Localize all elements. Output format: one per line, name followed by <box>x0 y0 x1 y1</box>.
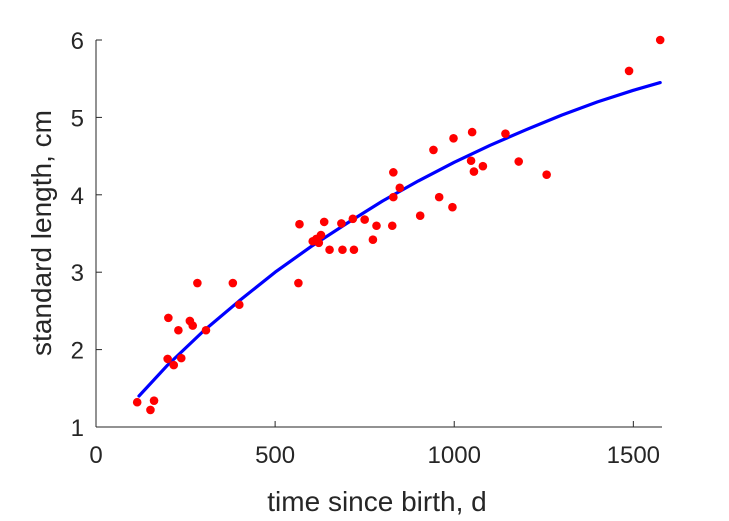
data-point <box>348 214 358 224</box>
data-point <box>372 221 381 231</box>
data-point <box>655 35 665 45</box>
data-point <box>415 211 425 220</box>
data-point <box>434 192 444 202</box>
x-axis-label: time since birth, d <box>267 486 486 517</box>
data-point <box>164 313 173 323</box>
fit-curve-layer <box>137 80 662 398</box>
x-tick-label: 1000 <box>428 442 481 469</box>
x-tick-label: 0 <box>89 442 102 469</box>
data-point <box>228 278 238 288</box>
data-point <box>295 219 304 229</box>
data-point <box>514 157 524 166</box>
tick-labels: 0 500 1000 1500 1 2 3 4 5 6 <box>71 28 660 469</box>
data-point <box>337 219 346 228</box>
y-tick-label: 6 <box>71 28 84 55</box>
data-point <box>395 183 405 193</box>
data-point <box>448 202 457 212</box>
data-point <box>316 230 326 240</box>
y-axis-label: standard length, cm <box>26 110 57 356</box>
data-point <box>542 170 551 179</box>
y-tick-label: 4 <box>71 183 84 210</box>
data-point <box>176 353 186 363</box>
data-point <box>146 405 155 415</box>
data-point <box>478 161 488 171</box>
data-point <box>188 321 198 330</box>
data-point <box>193 278 202 288</box>
fit-curve <box>137 80 662 398</box>
axes <box>95 39 662 428</box>
data-point <box>360 215 369 224</box>
x-tick-label: 1500 <box>607 442 660 469</box>
data-point <box>467 127 477 137</box>
data-point <box>163 354 172 364</box>
data-point <box>389 168 398 177</box>
data-point <box>449 133 458 143</box>
data-point <box>319 217 329 227</box>
data-points-layer <box>132 35 665 415</box>
data-point <box>368 235 378 244</box>
data-point <box>624 66 634 76</box>
y-tick-label: 1 <box>71 415 84 442</box>
data-point <box>389 192 398 202</box>
data-point <box>149 396 159 405</box>
data-point <box>314 238 324 248</box>
data-point <box>501 129 510 138</box>
data-point <box>338 245 347 255</box>
data-point <box>201 325 211 335</box>
y-tick-label: 2 <box>71 338 84 365</box>
data-point <box>169 360 179 370</box>
data-point <box>294 278 303 288</box>
data-point <box>174 325 183 335</box>
x-tick-label: 500 <box>255 442 295 469</box>
y-tick-label: 5 <box>71 105 84 132</box>
data-point <box>387 221 397 231</box>
data-point <box>349 245 359 255</box>
data-point <box>234 300 244 310</box>
y-tick-label: 3 <box>71 260 84 287</box>
data-point <box>325 245 334 255</box>
data-point <box>466 156 476 166</box>
data-point <box>429 145 438 155</box>
data-point <box>132 397 142 407</box>
data-point <box>469 167 479 176</box>
